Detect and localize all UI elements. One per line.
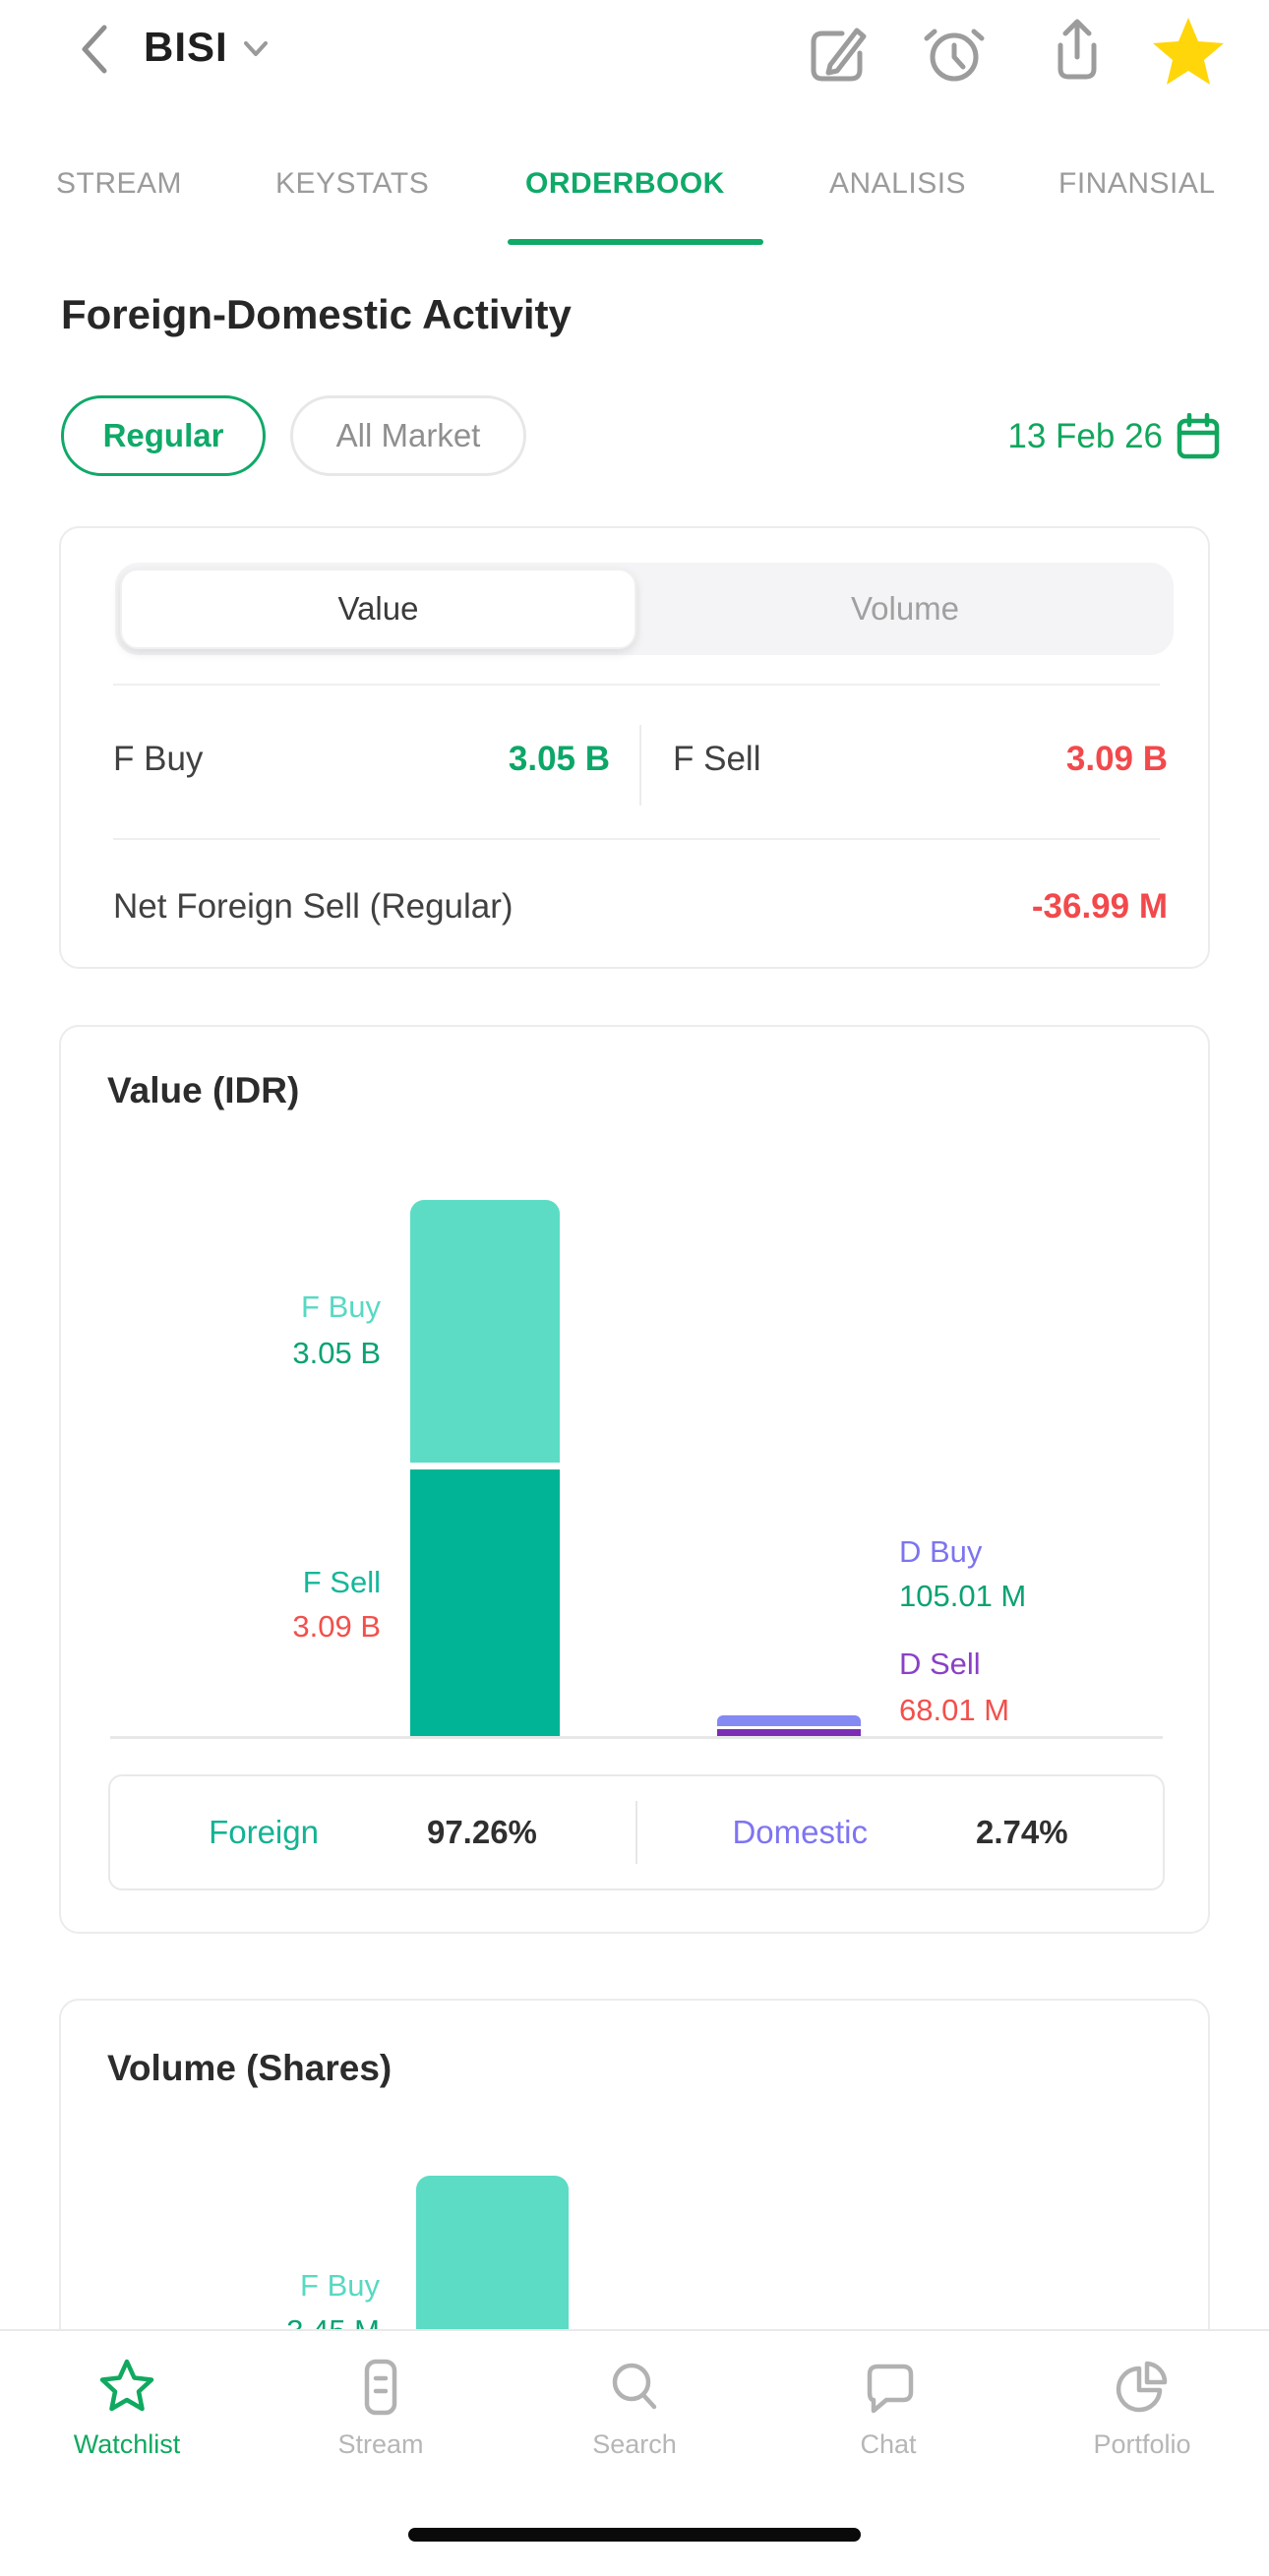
f-sell-series-value: 3.09 B	[292, 1609, 381, 1644]
divider	[113, 684, 1160, 686]
chat-icon	[867, 2364, 914, 2414]
foreign-domestic-split-box: Foreign 97.26% Domestic 2.74%	[108, 1774, 1165, 1890]
segment-volume-label: Volume	[850, 590, 960, 627]
summary-card: Value Volume F Buy 3.05 B F Sell 3.09 B …	[59, 526, 1210, 969]
bar-d-sell	[717, 1729, 861, 1736]
f-buy-series-label: F Buy	[301, 1289, 381, 1324]
ticker-dropdown[interactable]	[244, 41, 268, 57]
nav-watchlist-label: Watchlist	[73, 2429, 181, 2459]
nav-watchlist[interactable]: Watchlist	[0, 2331, 254, 2576]
watchlist-star-icon	[99, 2359, 154, 2412]
value-chart-card: Value (IDR) F Buy 3.05 B F Sell 3.09 B D…	[59, 1025, 1210, 1934]
star-filled-icon	[1153, 18, 1224, 85]
active-tab-underline	[508, 239, 763, 245]
bar-f-sell	[410, 1469, 560, 1736]
chart-baseline	[110, 1736, 1163, 1739]
nav-portfolio-label: Portfolio	[1093, 2429, 1191, 2459]
net-foreign-label: Net Foreign Sell (Regular)	[113, 887, 514, 926]
nav-stream-label: Stream	[337, 2429, 424, 2459]
nav-stream[interactable]: Stream	[254, 2331, 508, 2576]
alarm-clock-icon	[924, 29, 985, 82]
foreign-split-value: 97.26%	[426, 1814, 537, 1850]
domestic-split: Domestic 2.74%	[637, 1776, 1163, 1888]
domestic-split-label: Domestic	[732, 1814, 868, 1850]
ticker-title[interactable]: BISI	[144, 24, 228, 70]
chevron-down-icon	[244, 41, 268, 56]
d-buy-series-label: D Buy	[899, 1534, 983, 1569]
segment-volume[interactable]: Volume	[636, 569, 1174, 649]
segment-value-label: Value	[337, 590, 419, 627]
date-picker[interactable]: 13 Feb 26	[1007, 413, 1220, 460]
page-title: Foreign-Domestic Activity	[61, 291, 572, 337]
domestic-split-value: 2.74%	[975, 1814, 1068, 1850]
net-foreign-value: -36.99 M	[1031, 887, 1168, 926]
d-sell-series-value: 68.01 M	[899, 1693, 1010, 1727]
filter-regular-pill[interactable]: Regular	[61, 395, 266, 476]
compose-button[interactable]	[807, 24, 870, 83]
nav-chat-label: Chat	[860, 2429, 917, 2459]
nav-search[interactable]: Search	[508, 2331, 761, 2576]
value-chart-title: Value (IDR)	[107, 1070, 300, 1110]
nav-chat[interactable]: Chat	[761, 2331, 1015, 2576]
f-buy-label: F Buy	[113, 740, 204, 778]
foreign-split-label: Foreign	[209, 1814, 319, 1850]
share-button[interactable]	[1053, 18, 1102, 83]
filter-regular-label: Regular	[102, 417, 224, 453]
stream-icon	[364, 2359, 397, 2416]
divider	[635, 1801, 637, 1864]
share-icon	[1058, 19, 1097, 80]
back-button[interactable]	[79, 24, 108, 75]
divider	[113, 838, 1160, 840]
nav-search-label: Search	[592, 2429, 677, 2459]
f-sell-value: 3.09 B	[1065, 740, 1168, 778]
f-buy-volume-label: F Buy	[300, 2268, 380, 2303]
bar-f-buy	[410, 1200, 560, 1463]
column-divider	[639, 725, 641, 806]
compose-icon	[811, 28, 867, 82]
tab-finansial[interactable]: FINANSIAL	[1058, 167, 1216, 200]
alert-button[interactable]	[923, 22, 986, 83]
bar-d-buy	[717, 1715, 861, 1726]
d-sell-series-label: D Sell	[899, 1647, 981, 1681]
volume-chart-title: Volume (Shares)	[107, 2048, 393, 2088]
d-buy-series-value: 105.01 M	[899, 1579, 1027, 1613]
watchlist-star-button[interactable]	[1151, 16, 1226, 87]
calendar-icon	[1177, 413, 1220, 459]
tab-analisis[interactable]: ANALISIS	[829, 167, 967, 200]
filter-all-market-pill[interactable]: All Market	[290, 395, 526, 476]
nav-portfolio[interactable]: Portfolio	[1015, 2331, 1269, 2576]
home-indicator[interactable]	[408, 2528, 861, 2542]
tab-stream[interactable]: STREAM	[56, 167, 183, 200]
segment-value[interactable]: Value	[120, 569, 636, 649]
f-buy-value: 3.05 B	[508, 740, 610, 778]
f-buy-series-value: 3.05 B	[292, 1336, 381, 1370]
foreign-split: Foreign 97.26%	[110, 1776, 635, 1888]
tab-orderbook[interactable]: ORDERBOOK	[525, 167, 725, 200]
date-text: 13 Feb 26	[1007, 417, 1163, 455]
back-chevron-icon	[82, 25, 107, 74]
f-sell-label: F Sell	[673, 740, 761, 778]
portfolio-pie-icon	[1116, 2361, 1168, 2413]
f-sell-series-label: F Sell	[302, 1565, 381, 1599]
search-icon	[612, 2363, 657, 2410]
filter-all-market-label: All Market	[335, 417, 481, 453]
tab-keystats[interactable]: KEYSTATS	[275, 167, 430, 200]
